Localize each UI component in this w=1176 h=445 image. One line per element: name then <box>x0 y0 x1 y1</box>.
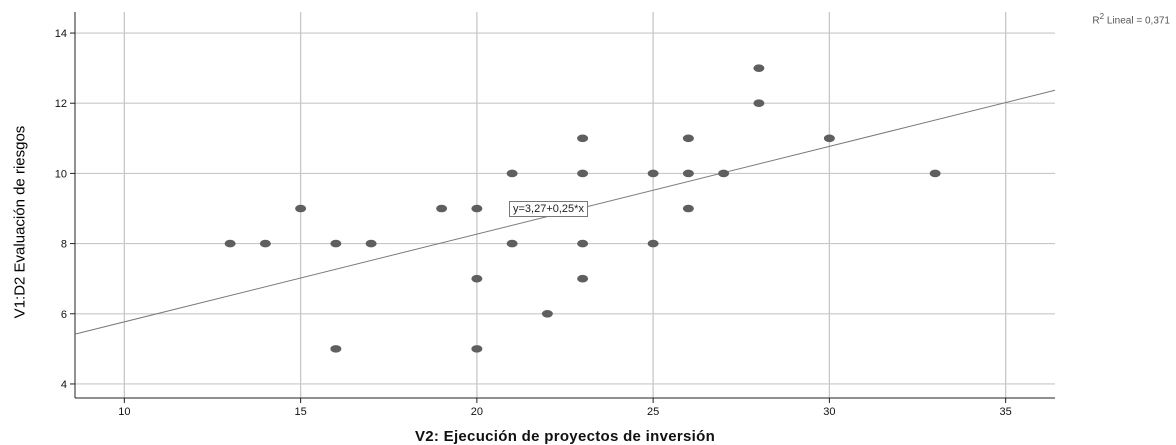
y-tick-label: 12 <box>55 98 67 110</box>
y-tick-labels: 4 6 8 10 12 14 <box>55 28 67 391</box>
data-point <box>647 239 659 248</box>
data-point <box>541 309 553 318</box>
data-point <box>506 169 518 178</box>
data-point <box>436 204 448 213</box>
data-point <box>682 204 694 213</box>
data-point <box>753 99 765 108</box>
x-tick-label: 35 <box>1000 406 1012 418</box>
data-point <box>929 169 941 178</box>
x-tick-label: 20 <box>471 406 483 418</box>
y-tick-label: 14 <box>55 28 67 40</box>
y-tick-label: 10 <box>55 168 67 180</box>
data-point <box>330 345 342 353</box>
data-point <box>330 239 342 248</box>
data-point <box>224 239 236 248</box>
data-point <box>471 274 483 283</box>
y-tick-label: 8 <box>61 239 67 251</box>
x-tick-label: 10 <box>118 406 130 418</box>
data-point <box>471 345 483 353</box>
data-point <box>753 64 765 72</box>
data-point <box>365 239 377 248</box>
r-squared-label: R2 Lineal = 0,371 <box>1092 12 1170 27</box>
y-axis-label: V1:D2 Evaluación de riesgos <box>11 125 29 319</box>
y-tick-label: 6 <box>61 309 67 321</box>
data-point <box>471 204 483 213</box>
data-point <box>823 134 835 143</box>
data-point <box>682 134 694 143</box>
data-point <box>682 169 694 178</box>
data-point <box>647 169 659 178</box>
data-point <box>295 204 307 213</box>
data-point <box>718 169 730 178</box>
x-tick-label: 15 <box>294 406 306 418</box>
x-tick-label: 30 <box>823 406 835 418</box>
x-axis-label: V2: Ejecución de proyectos de inversión <box>414 428 716 445</box>
data-point <box>577 239 589 248</box>
data-points <box>224 64 941 353</box>
data-point <box>259 239 271 248</box>
data-point <box>506 239 518 248</box>
x-tick-label: 25 <box>647 406 659 418</box>
data-point <box>577 134 589 143</box>
regression-equation-label: y=3,27+0,25*x <box>509 201 588 217</box>
gridlines <box>75 12 1055 398</box>
data-point <box>577 169 589 178</box>
data-point <box>577 274 589 283</box>
x-tick-labels: 10 15 20 25 30 35 <box>118 406 1012 418</box>
y-tick-label: 4 <box>61 379 67 391</box>
